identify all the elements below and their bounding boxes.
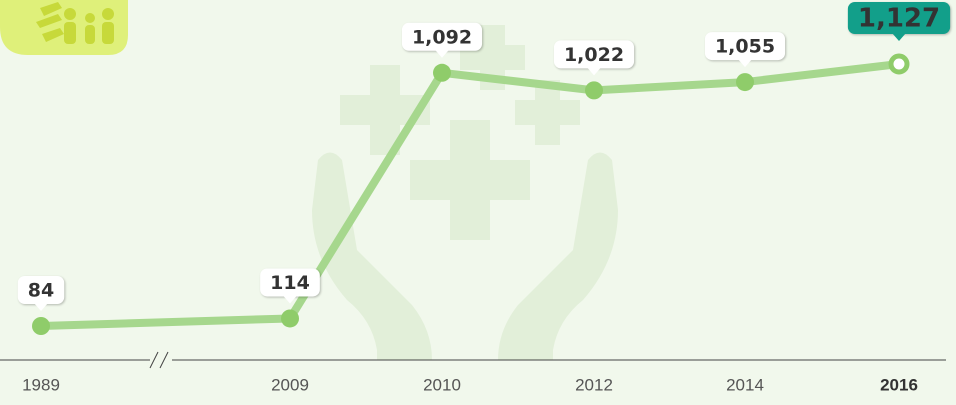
value-label: 1,092 — [412, 26, 472, 48]
value-label: 114 — [270, 272, 310, 294]
page: 84 114 1,092 1,022 1,055 1,127 1989 2009 2010 201… — [0, 0, 956, 405]
value-label: 84 — [28, 280, 54, 302]
x-tick-label: 2009 — [271, 375, 309, 394]
value-label: 1,022 — [564, 44, 624, 66]
x-tick-label: 1989 — [22, 375, 60, 394]
point — [433, 64, 451, 82]
value-label: 1,127 — [858, 4, 940, 34]
point — [585, 81, 603, 99]
value-label: 1,055 — [715, 36, 775, 58]
point — [891, 56, 907, 72]
point — [281, 309, 299, 327]
x-tick-label: 2012 — [575, 375, 613, 394]
x-tick-label: 2014 — [726, 375, 764, 394]
point — [32, 317, 50, 335]
chart: 84 114 1,092 1,022 1,055 1,127 1989 2009 2010 201… — [0, 0, 956, 405]
x-tick-label: 2016 — [880, 375, 918, 394]
point — [736, 73, 754, 91]
x-tick-label: 2010 — [423, 375, 461, 394]
axis-break-gap — [150, 352, 172, 366]
